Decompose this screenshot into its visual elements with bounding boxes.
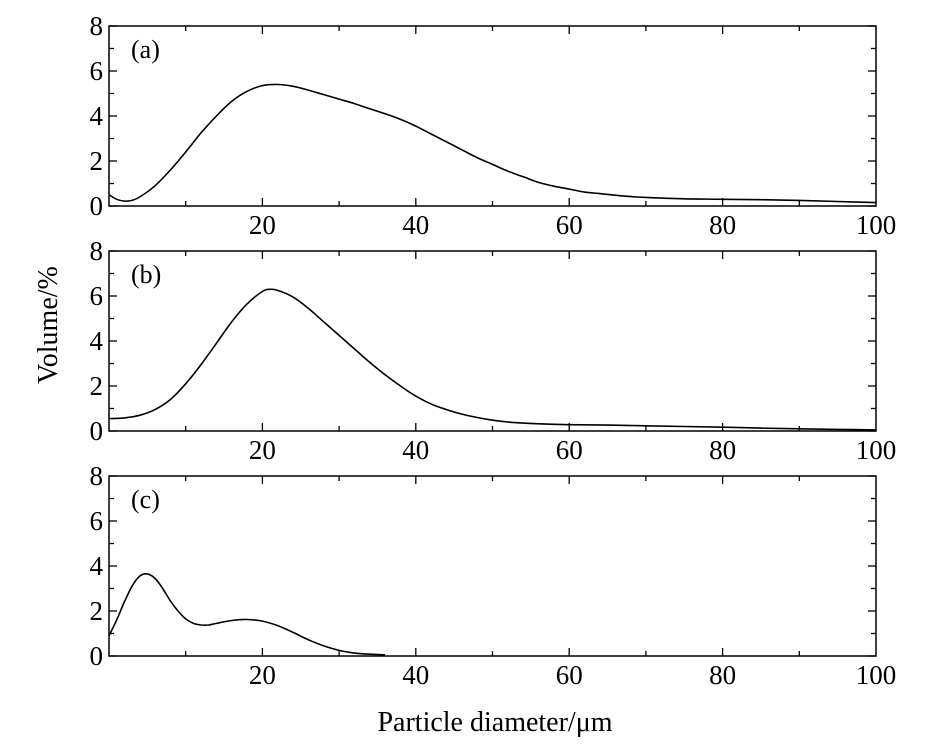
y-tick-label: 0 bbox=[90, 416, 104, 446]
series-line-2-1 bbox=[108, 288, 877, 431]
y-tick-label: 2 bbox=[90, 596, 104, 626]
y-tick-label: 4 bbox=[90, 101, 104, 131]
y-tick-label: 4 bbox=[90, 551, 104, 581]
y-tick-label: 6 bbox=[90, 281, 104, 311]
x-tick-label: 100 bbox=[856, 660, 897, 690]
y-tick-label: 2 bbox=[90, 146, 104, 176]
panel-1: 0 2 4 6 8 20 40 60 80 100 (a) bbox=[90, 11, 897, 240]
y-tick-label: 8 bbox=[90, 236, 104, 266]
x-tick-label: 60 bbox=[556, 660, 583, 690]
x-tick-label: 100 bbox=[856, 210, 897, 240]
x-tick-label: 100 bbox=[856, 435, 897, 465]
panel-2: 0 2 4 6 8 20 40 60 80 100 (b) bbox=[90, 236, 897, 465]
x-tick-label: 20 bbox=[249, 210, 276, 240]
plot-frame bbox=[108, 475, 877, 657]
x-tick-label: 40 bbox=[402, 660, 429, 690]
x-tick-label: 40 bbox=[402, 210, 429, 240]
series-line-1-1 bbox=[108, 83, 877, 204]
x-tick-label: 80 bbox=[709, 210, 736, 240]
x-tick-label: 40 bbox=[402, 435, 429, 465]
series-line-3-1 bbox=[108, 572, 386, 656]
x-tick-label: 60 bbox=[556, 210, 583, 240]
x-tick-label: 80 bbox=[709, 435, 736, 465]
panel-label: (c) bbox=[131, 485, 160, 514]
panels: 0 2 4 6 8 20 40 60 80 100 (a) 0 2 4 6 8 20 40 60 80 100 (b) 0 2… bbox=[90, 11, 897, 690]
y-tick-label: 0 bbox=[90, 641, 104, 671]
x-tick-label: 80 bbox=[709, 660, 736, 690]
panel-3: 0 2 4 6 8 20 40 60 80 100 (c) bbox=[90, 461, 897, 690]
y-tick-label: 4 bbox=[90, 326, 104, 356]
plot-frame bbox=[108, 250, 877, 432]
y-tick-label: 6 bbox=[90, 506, 104, 536]
plot-frame bbox=[108, 25, 877, 207]
panel-label: (a) bbox=[131, 35, 160, 64]
y-tick-label: 6 bbox=[90, 56, 104, 86]
y-tick-label: 8 bbox=[90, 461, 104, 491]
x-axis-title: Particle diameter/μm bbox=[377, 707, 612, 738]
y-tick-label: 2 bbox=[90, 371, 104, 401]
y-tick-label: 0 bbox=[90, 191, 104, 221]
y-tick-label: 8 bbox=[90, 11, 104, 41]
x-tick-label: 60 bbox=[556, 435, 583, 465]
x-tick-label: 20 bbox=[249, 435, 276, 465]
panel-label: (b) bbox=[131, 260, 161, 289]
y-axis-title: Volume/% bbox=[33, 266, 64, 384]
x-tick-label: 20 bbox=[249, 660, 276, 690]
